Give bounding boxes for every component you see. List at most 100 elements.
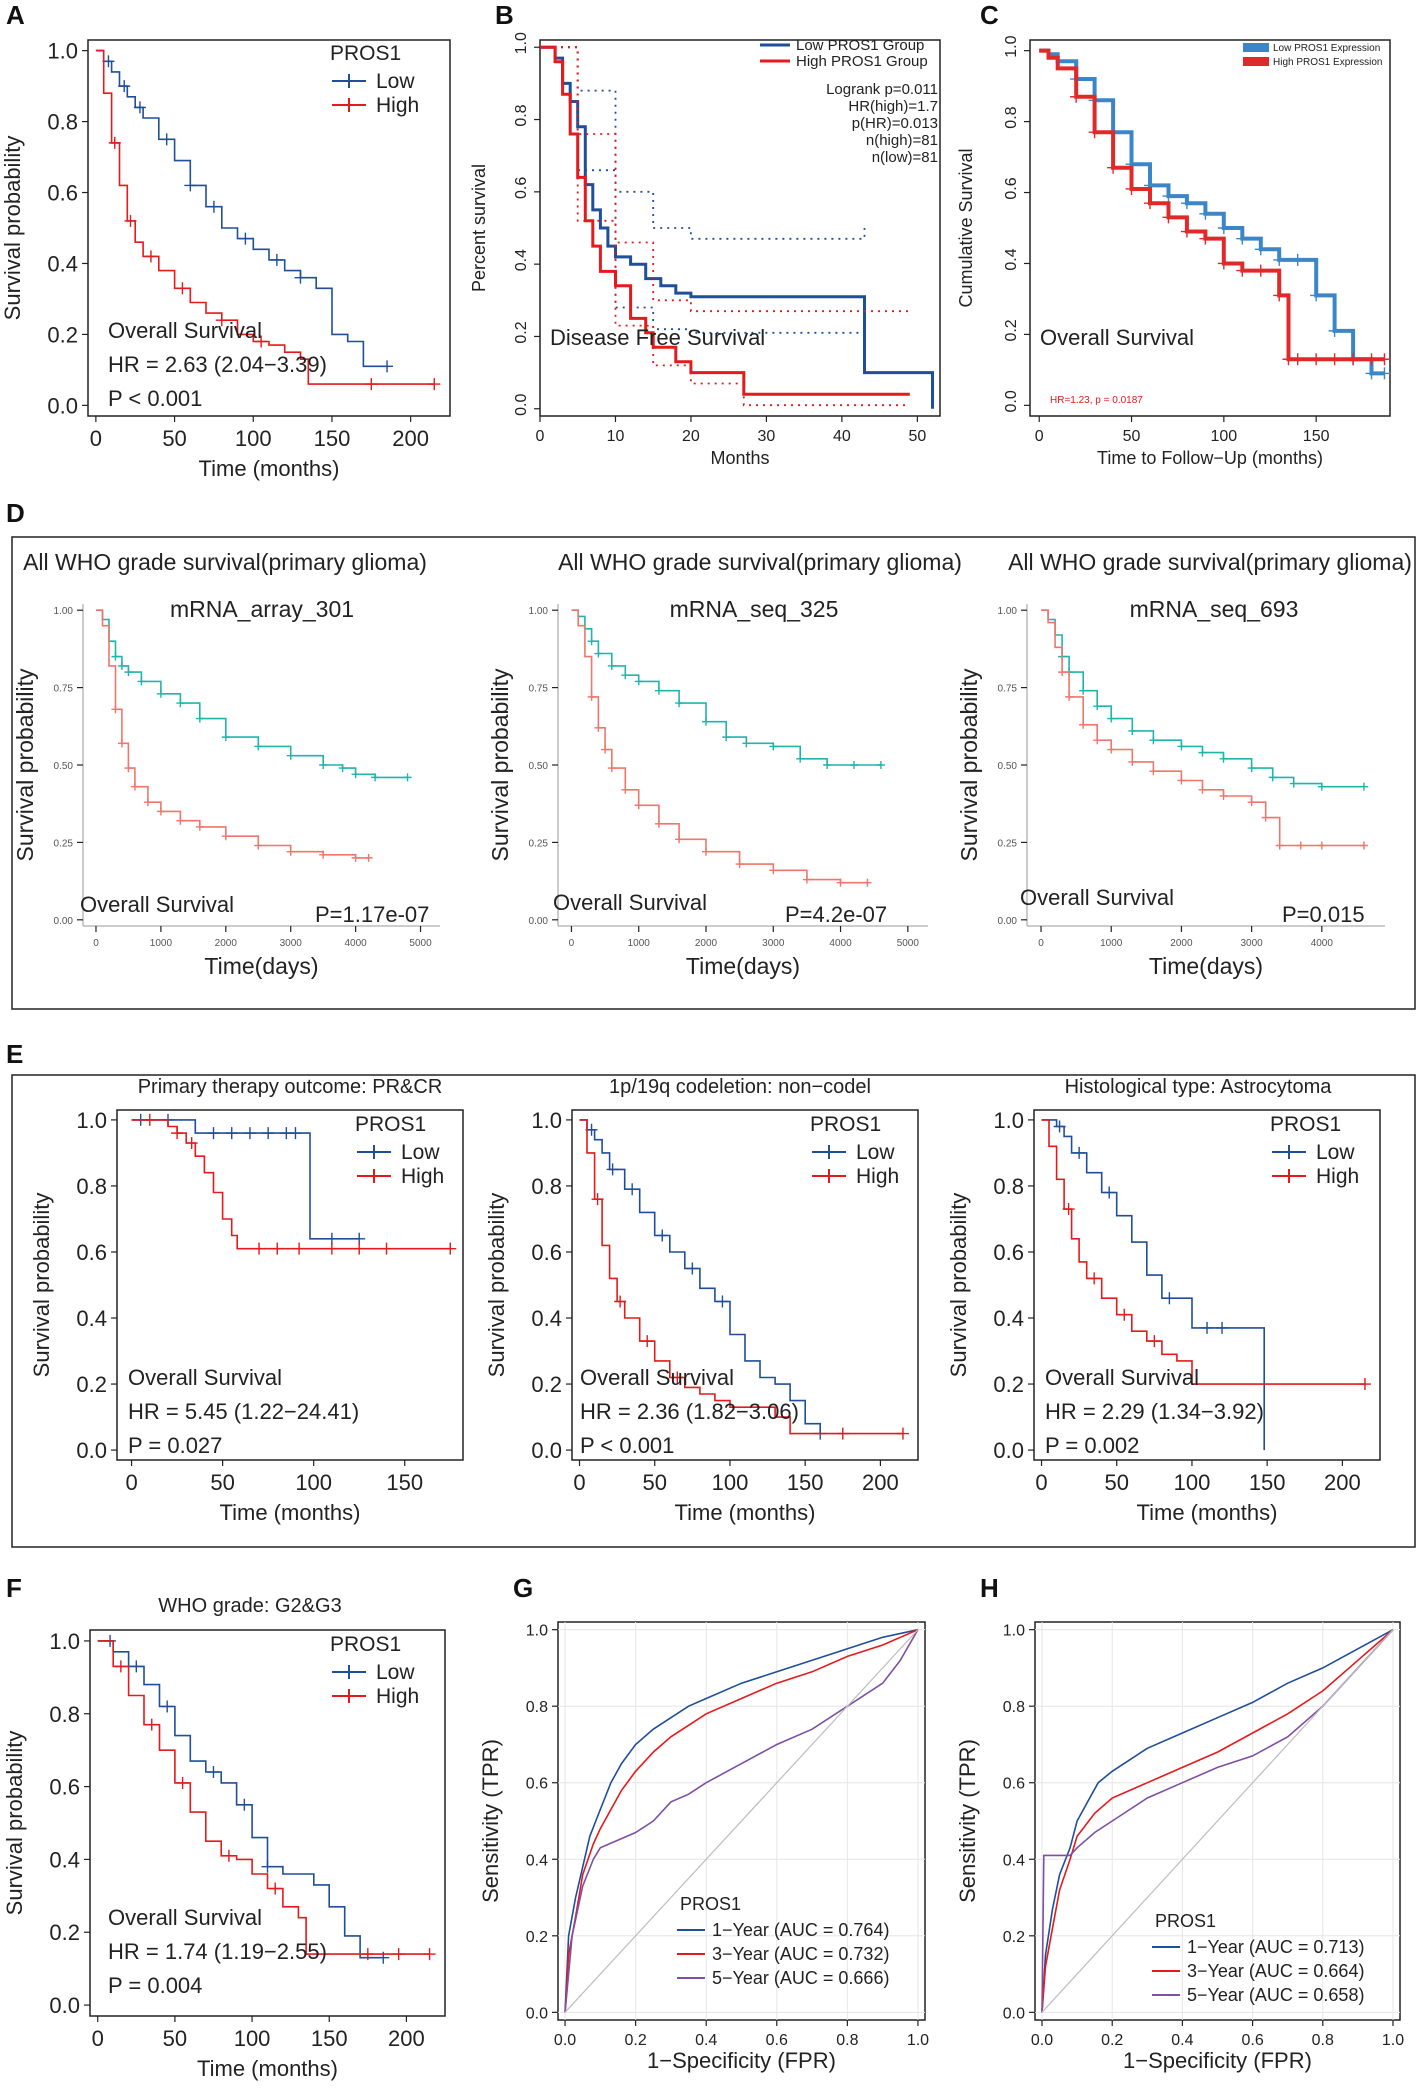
- censor-mark: [1088, 1272, 1101, 1285]
- panel-d-frame: [11, 536, 1416, 1010]
- legend-label: High: [376, 1685, 419, 1708]
- x-tick-label: 100: [1210, 428, 1237, 445]
- censor-mark: [686, 1262, 699, 1275]
- x-tick-label: 200: [1324, 1470, 1361, 1495]
- annotation-label: Overall Survival: [80, 892, 234, 917]
- censor-mark: [111, 652, 120, 661]
- x-tick-label: 0: [569, 938, 575, 949]
- x-tick-label: 3000: [762, 938, 785, 949]
- x-tick-label: 1.0: [907, 2032, 929, 2049]
- censor-mark: [1365, 353, 1378, 366]
- censor-mark: [137, 677, 146, 686]
- censor-mark: [286, 751, 295, 760]
- y-tick-label: 0.2: [993, 1372, 1024, 1397]
- y-tick-label: 0.4: [993, 1306, 1024, 1331]
- censor-mark: [133, 101, 146, 114]
- annotation-label: P < 0.001: [108, 386, 202, 411]
- censor-mark: [1310, 353, 1323, 366]
- x-axis-label: Time(days): [1149, 953, 1263, 979]
- annotation-label: P = 0.002: [1045, 1433, 1139, 1458]
- chart-b: 0 10 20 30 40 50 0.0 0.2 0.4 0.6 0.8 1.0 Months Perce…: [469, 32, 941, 468]
- y-axis-label: Percent survival: [469, 164, 489, 292]
- legend-swatch: [332, 98, 366, 112]
- x-tick-label: 0.0: [554, 2032, 576, 2049]
- p-value-label: P=0.015: [1282, 902, 1365, 927]
- chart-h: 0.0 0.2 0.4 0.6 0.8 1.0 0.0 0.2 0.4 0.6 0.8 1.0 1−Sp…: [955, 1621, 1404, 2073]
- censor-mark: [444, 1242, 457, 1255]
- plot-title: All WHO grade survival(primary glioma): [23, 549, 427, 575]
- censor-mark: [353, 1242, 366, 1255]
- censor-mark: [1162, 190, 1175, 203]
- censor-mark: [262, 1127, 275, 1140]
- censor-mark: [294, 271, 307, 284]
- y-tick-label: 0.50: [54, 761, 74, 772]
- x-tick-label: 3000: [280, 938, 303, 949]
- censor-mark: [1070, 90, 1083, 103]
- plot-title: 1p/19q codeletion: non−codel: [609, 1076, 871, 1098]
- series-low-line: [571, 609, 881, 766]
- stat-label: n(low)=81: [872, 149, 938, 166]
- x-tick-label: 200: [392, 426, 429, 451]
- series-low-line: [96, 609, 408, 779]
- censor-mark: [221, 832, 230, 841]
- series-low-line: [97, 1640, 384, 1959]
- censor-mark: [365, 378, 378, 391]
- series-diagonal-line: [1041, 1629, 1394, 2013]
- censor-mark: [1103, 1186, 1116, 1199]
- x-tick-label: 0: [1038, 938, 1044, 949]
- y-tick-label: 1.0: [47, 39, 78, 64]
- series-high-line: [95, 49, 435, 385]
- censor-mark: [254, 742, 263, 751]
- panel-letter-f: F: [6, 1573, 22, 1603]
- censor-mark: [380, 1242, 393, 1255]
- y-tick-label: 0.2: [526, 1929, 548, 1946]
- censor-mark: [1198, 748, 1207, 757]
- censor-mark: [601, 745, 610, 754]
- censor-mark: [271, 1242, 284, 1255]
- series-low-line: [131, 1119, 360, 1240]
- censor-mark: [207, 1766, 220, 1779]
- legend-swatch: [1272, 1145, 1306, 1159]
- censor-mark: [207, 200, 220, 213]
- x-tick-label: 0.6: [1241, 2032, 1263, 2049]
- censor-mark: [108, 136, 121, 149]
- series-3-year-auc-0-664--line: [1041, 1629, 1394, 2013]
- plot-title: All WHO grade survival(primary glioma): [558, 549, 962, 575]
- censor-mark: [769, 866, 778, 875]
- x-tick-label: 0: [93, 938, 99, 949]
- x-tick-label: 4000: [1311, 938, 1334, 949]
- censor-mark: [1291, 353, 1304, 366]
- y-tick-label: 0.8: [513, 104, 530, 126]
- chart-d2: 0 1000 2000 3000 4000 5000 0.00 0.25 0.50 0.75 1.0…: [487, 549, 962, 979]
- y-tick-label: 1.0: [513, 32, 530, 54]
- plot-title: All WHO grade survival(primary glioma): [1008, 549, 1412, 575]
- legend-label: 3−Year (AUC = 0.732): [712, 1944, 889, 1964]
- y-tick-label: 1.0: [993, 1108, 1024, 1133]
- x-axis-label: Time (months): [675, 1500, 816, 1525]
- censor-mark: [361, 1948, 374, 1961]
- censor-mark: [1053, 1120, 1066, 1133]
- censor-mark: [1310, 289, 1323, 302]
- censor-mark: [896, 1427, 909, 1440]
- panel-letter-c: C: [980, 0, 999, 30]
- legend-swatch: [812, 1145, 846, 1159]
- x-tick-label: 150: [787, 1470, 824, 1495]
- y-tick-label: 0.0: [526, 2005, 548, 2022]
- x-tick-label: 0.0: [1031, 2032, 1053, 2049]
- annotation-label: Overall Survival: [580, 1365, 734, 1390]
- censor-mark: [836, 1427, 849, 1440]
- censor-mark: [1365, 367, 1378, 380]
- censor-mark: [289, 1127, 302, 1140]
- censor-mark: [823, 761, 832, 769]
- stat-label: Logrank p=0.011: [826, 81, 938, 98]
- charts-layer: 0 50 100 150 200 0.0 0.2 0.4 0.6 0.8 1.0 Time (mont…: [0, 32, 1412, 2081]
- x-tick-label: 50: [1104, 1470, 1128, 1495]
- censor-mark: [863, 878, 872, 887]
- censor-mark: [130, 1660, 143, 1673]
- x-tick-label: 4000: [829, 938, 852, 949]
- censor-mark: [702, 717, 710, 726]
- censor-mark: [802, 875, 811, 884]
- censor-mark: [1065, 692, 1074, 701]
- legend-swatch: [357, 1169, 391, 1183]
